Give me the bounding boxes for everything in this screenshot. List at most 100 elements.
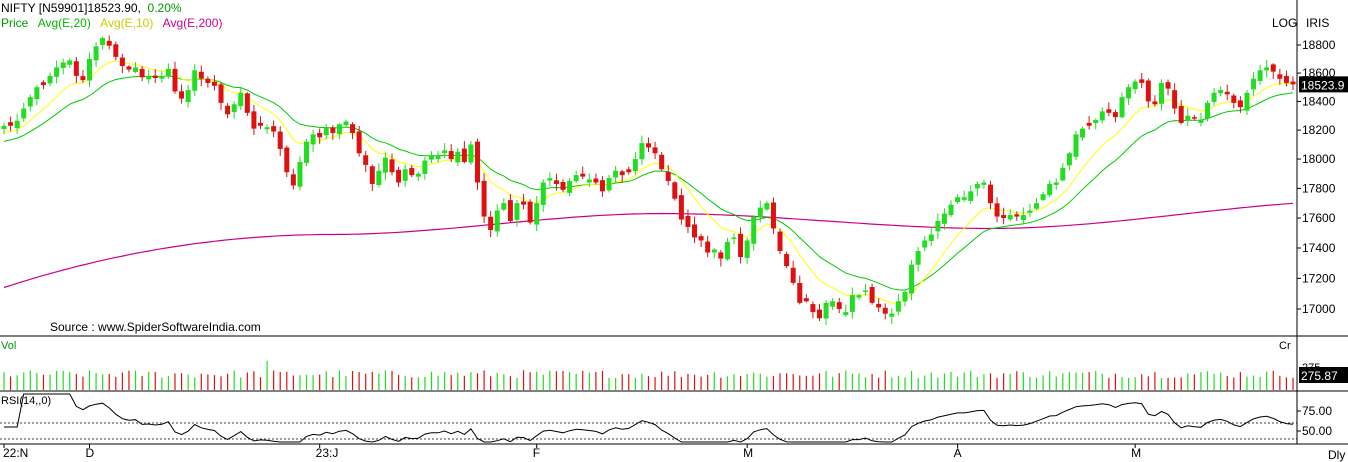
candle-body: [1244, 92, 1250, 111]
candle-191: [1257, 64, 1263, 86]
candlestick-group: [1, 35, 1296, 326]
candle-body: [678, 195, 684, 220]
candle-body: [1237, 100, 1243, 108]
candle-body: [816, 309, 822, 319]
candle-body: [580, 173, 586, 177]
candle-10: [67, 58, 73, 68]
candle-98: [646, 137, 651, 153]
candle-134: [882, 303, 888, 320]
candle-128: [843, 304, 849, 317]
legend-ema20[interactable]: Avg(E,20): [37, 16, 91, 30]
iris-label[interactable]: IRIS: [1306, 16, 1330, 30]
candle-195: [1283, 70, 1289, 87]
candle-25: [165, 63, 171, 79]
candle-52: [343, 119, 349, 128]
candle-131: [863, 283, 869, 296]
candle-body: [797, 283, 803, 303]
candle-114: [751, 215, 757, 251]
candle-body: [494, 210, 500, 232]
candle-188: [1237, 96, 1243, 113]
candle-63: [415, 171, 421, 182]
candle-174: [1145, 78, 1151, 108]
candle-154: [1014, 211, 1020, 221]
candle-147: [968, 185, 974, 205]
candle-body: [593, 178, 599, 183]
candle-body: [257, 122, 263, 126]
candle-3: [21, 102, 27, 122]
candle-body: [764, 203, 770, 210]
candle-151: [994, 197, 1000, 223]
log-scale-label[interactable]: LOG: [1272, 16, 1298, 30]
candle-85: [560, 179, 566, 193]
candle-167: [1099, 107, 1105, 124]
candle-body: [402, 169, 408, 181]
candle-2: [14, 113, 20, 134]
candle-143: [941, 208, 947, 230]
candle-body: [238, 92, 244, 107]
candle-187: [1231, 93, 1237, 109]
rsi-tick-label: 50.00: [1302, 424, 1332, 438]
candle-166: [1093, 118, 1099, 130]
candle-body: [455, 151, 461, 163]
candle-183: [1205, 100, 1211, 122]
candle-body: [869, 287, 875, 303]
candle-body: [1027, 210, 1033, 213]
candle-137: [902, 289, 908, 307]
candle-body: [935, 220, 941, 232]
candle-6: [40, 80, 46, 90]
candle-body: [981, 182, 987, 185]
ema200-line-group: [3, 202, 1294, 289]
price-tick-label: 17000: [1302, 302, 1336, 316]
candle-0: [1, 122, 7, 135]
candle-125: [823, 300, 829, 326]
legend-ema200[interactable]: Avg(E,200): [162, 16, 223, 30]
candle-132: [869, 283, 875, 305]
candle-body: [613, 170, 619, 178]
candle-36: [238, 86, 244, 110]
periodicity-label: Dly: [1328, 448, 1345, 462]
candle-78: [514, 200, 520, 227]
candle-body: [777, 231, 783, 252]
rsi-title: RSI(14,,0): [1, 395, 51, 407]
candle-182: [1198, 113, 1204, 127]
candle-body: [310, 134, 316, 145]
candle-body: [54, 67, 60, 77]
candle-body: [711, 249, 717, 253]
candle-135: [889, 308, 895, 325]
candle-body: [100, 38, 106, 45]
candle-7: [47, 72, 53, 87]
candle-body: [1205, 102, 1211, 119]
candle-body: [902, 292, 908, 302]
candle-179: [1178, 100, 1184, 125]
candle-body: [8, 122, 14, 126]
candle-138: [909, 260, 915, 301]
rsi-tick-label: 75.00: [1302, 404, 1332, 418]
candle-body: [1283, 75, 1289, 83]
candle-body: [475, 141, 481, 183]
candle-169: [1112, 109, 1118, 123]
candle-94: [619, 169, 625, 183]
candle-48: [317, 128, 323, 144]
candle-121: [797, 275, 803, 305]
candle-body: [34, 87, 40, 100]
candle-89: [586, 173, 592, 187]
candle-81: [534, 195, 540, 232]
legend-ema10[interactable]: Avg(E,10): [100, 16, 154, 30]
candle-84: [553, 173, 559, 191]
candle-body: [955, 197, 961, 203]
candle-body: [350, 124, 356, 133]
candle-body: [882, 307, 888, 314]
candle-body: [731, 237, 737, 239]
candle-body: [185, 90, 191, 103]
candle-77: [507, 193, 513, 223]
legend-price[interactable]: Price: [1, 16, 29, 30]
candle-body: [179, 91, 185, 99]
price-tick-label: 18000: [1302, 152, 1336, 166]
candle-55: [363, 151, 369, 173]
candle-19: [126, 65, 132, 73]
candle-body: [422, 160, 428, 174]
candle-body: [830, 301, 836, 307]
volume-current-label: 275.87: [1301, 369, 1338, 383]
candle-140: [922, 235, 928, 252]
